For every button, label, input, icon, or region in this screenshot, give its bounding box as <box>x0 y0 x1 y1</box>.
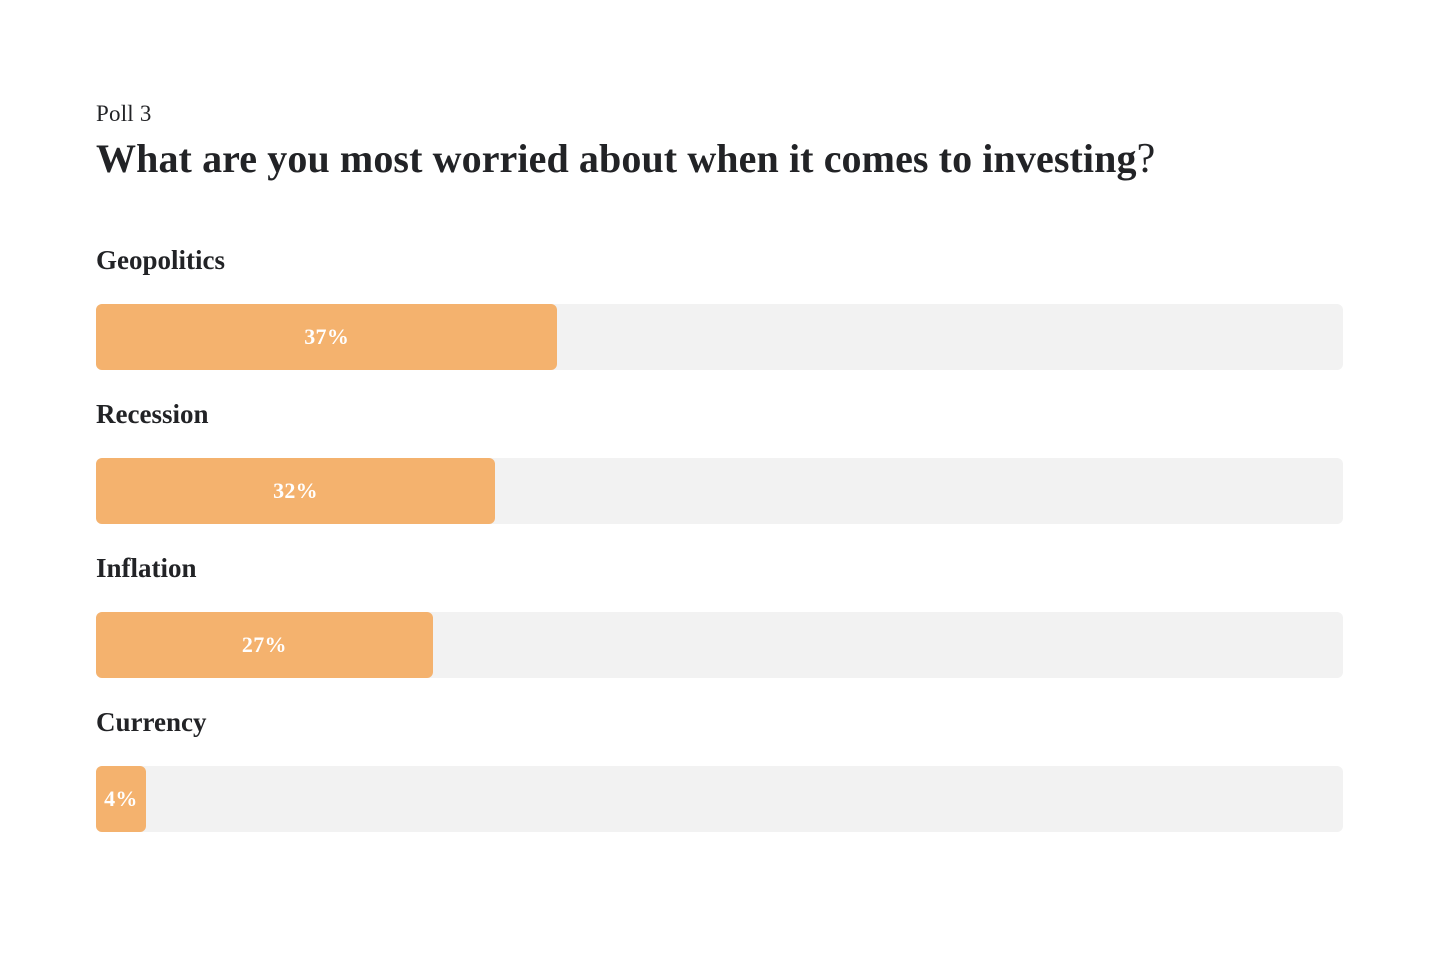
poll-row: Inflation 27% <box>96 550 1343 678</box>
bar-value-label: 4% <box>104 786 138 811</box>
poll-option-label: Currency <box>96 707 207 737</box>
bar-value-label: 37% <box>304 324 350 349</box>
page-title-text: What are you most worried about when it … <box>96 136 1137 181</box>
page-title: What are you most worried about when it … <box>96 136 1344 182</box>
bar-track: 27% <box>96 612 1343 678</box>
bar-value-label: 32% <box>273 478 318 503</box>
bar-fill: 4% <box>96 766 146 832</box>
bar-fill: 27% <box>96 612 433 678</box>
bar-track: 32% <box>96 458 1343 524</box>
poll-option-label: Inflation <box>96 553 197 583</box>
poll-option-label: Recession <box>96 399 209 429</box>
bar-track: 4% <box>96 766 1343 832</box>
poll-page: Poll 3 What are you most worried about w… <box>96 101 1344 832</box>
bar-fill: 32% <box>96 458 496 524</box>
poll-list: Geopolitics 37% Recession 32% Inflation … <box>96 242 1343 832</box>
poll-option-label: Geopolitics <box>96 245 225 275</box>
poll-eyebrow: Poll 3 <box>96 101 152 126</box>
bar-fill: 37% <box>96 304 558 370</box>
poll-row: Currency 4% <box>96 704 1343 832</box>
poll-row: Geopolitics 37% <box>96 242 1343 370</box>
bar-track: 37% <box>96 304 1343 370</box>
bar-value-label: 27% <box>241 632 287 657</box>
page-title-question-mark: ? <box>1136 136 1156 182</box>
poll-row: Recession 32% <box>96 396 1343 524</box>
